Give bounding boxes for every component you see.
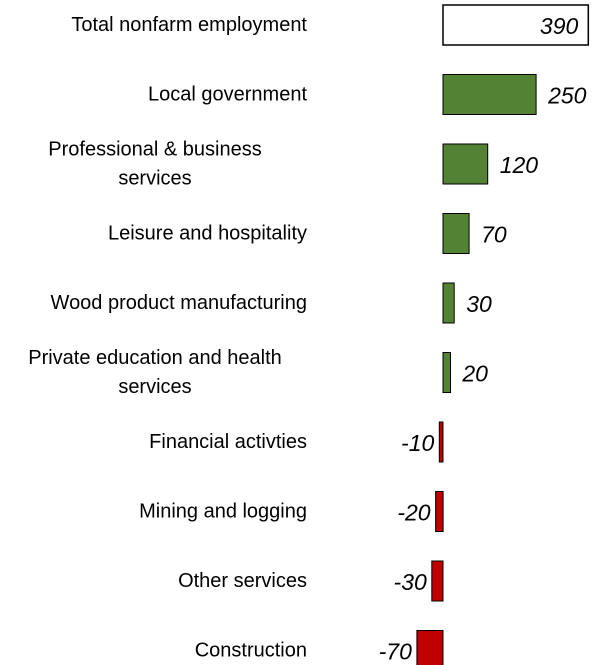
value-label-local-government: 250 bbox=[547, 83, 587, 109]
value-label-construction: -70 bbox=[379, 639, 412, 665]
category-label-other-services: Other services bbox=[178, 570, 307, 592]
category-label-financial-activties: Financial activties bbox=[149, 431, 307, 453]
value-label-professional-and-business-services: 120 bbox=[500, 152, 539, 178]
category-label-wood-product-manufacturing: Wood product manufacturing bbox=[51, 292, 307, 314]
category-label-local-government: Local government bbox=[148, 84, 307, 106]
bars-group bbox=[416, 4, 590, 665]
category-label-private-education-and-health-services: Private education and health services bbox=[28, 347, 282, 398]
value-label-leisure-and-hospitality: 70 bbox=[481, 222, 507, 248]
bar-mining-and-logging bbox=[435, 491, 444, 532]
bar-leisure-and-hospitality bbox=[442, 213, 470, 254]
category-labels-group: Total nonfarm employment Local government… bbox=[28, 14, 307, 662]
value-labels-group: 390 250 120 70 30 20 -10 -20 -30 -70 bbox=[379, 13, 587, 665]
bar-private-education-and-health-services bbox=[442, 352, 451, 393]
bar-other-services bbox=[431, 560, 444, 602]
bar-wood-product-manufacturing bbox=[442, 282, 455, 324]
value-label-other-services: -30 bbox=[394, 569, 427, 595]
category-label-total-nonfarm-employment: Total nonfarm employment bbox=[71, 14, 307, 36]
value-label-total-nonfarm-employment: 390 bbox=[540, 13, 579, 39]
category-label-construction: Construction bbox=[195, 640, 307, 662]
bar-financial-activties bbox=[438, 421, 444, 463]
category-label-mining-and-logging: Mining and logging bbox=[139, 501, 307, 523]
value-label-wood-product-manufacturing: 30 bbox=[466, 291, 492, 317]
category-label-professional-and-business-services: Professional & business services bbox=[48, 139, 261, 190]
value-label-private-education-and-health-services: 20 bbox=[461, 361, 488, 387]
bar-total-nonfarm-employment bbox=[442, 4, 590, 46]
bar-construction bbox=[416, 630, 444, 665]
category-label-leisure-and-hospitality: Leisure and hospitality bbox=[108, 223, 307, 245]
value-label-mining-and-logging: -20 bbox=[397, 500, 430, 526]
bar-professional-and-business-services bbox=[442, 143, 489, 185]
bar-local-government bbox=[442, 74, 537, 115]
value-label-financial-activties: -10 bbox=[401, 430, 434, 456]
